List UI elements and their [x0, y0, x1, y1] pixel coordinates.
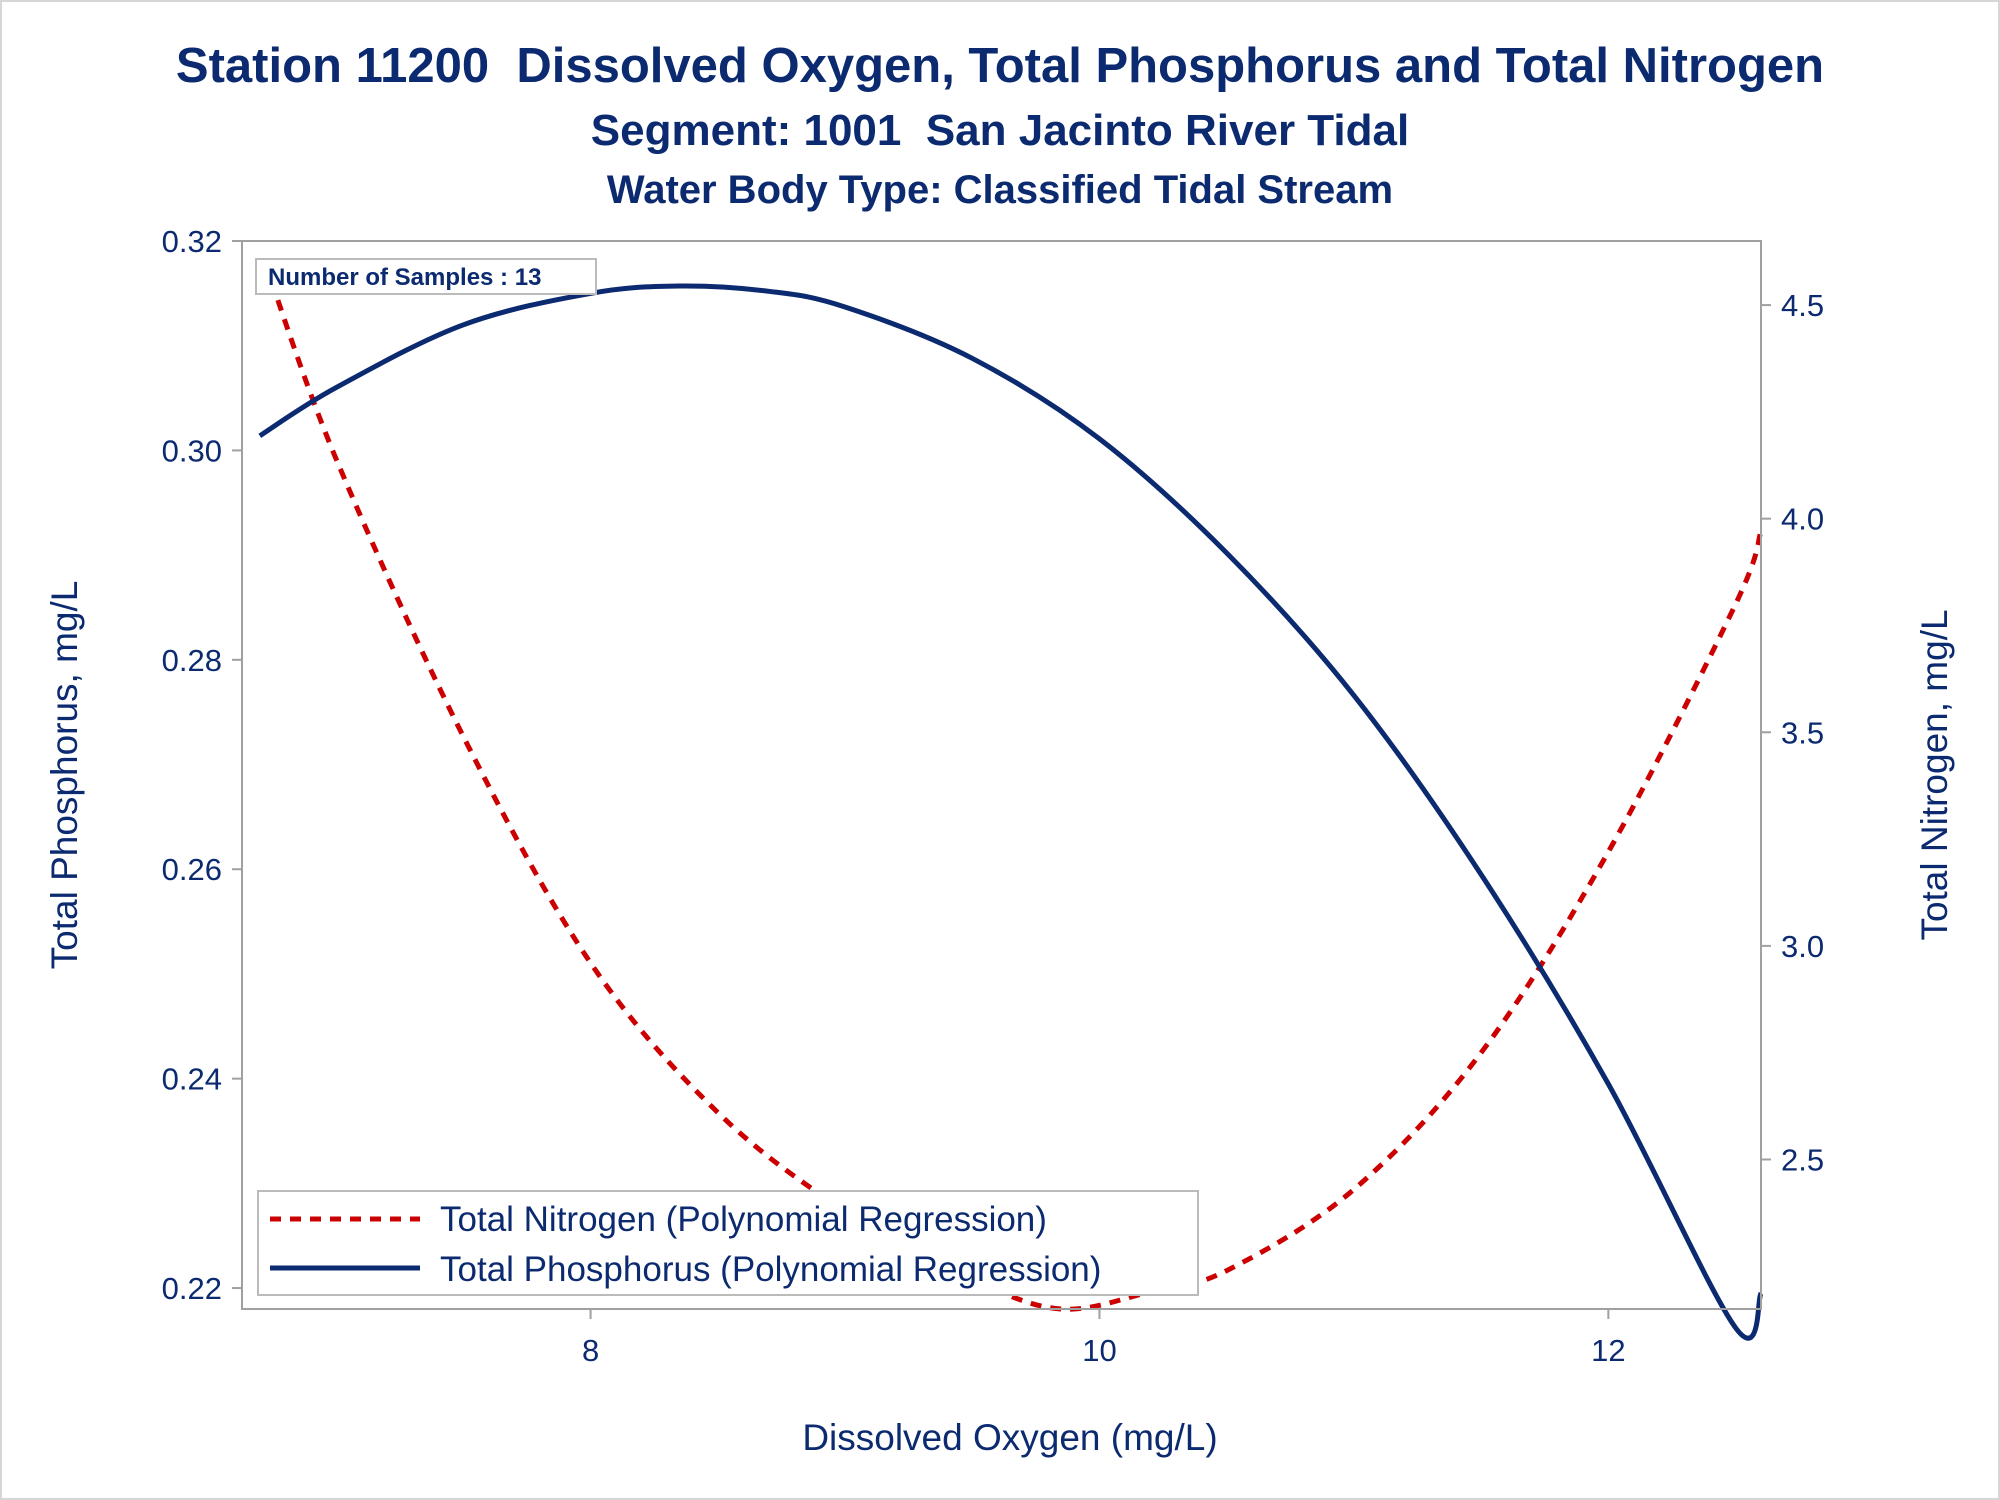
x-tick-label: 8 — [582, 1333, 599, 1368]
legend-label-phosphorus: Total Phosphorus (Polynomial Regression) — [440, 1250, 1101, 1289]
y2-tick-label: 4.0 — [1781, 502, 1824, 537]
legend: Total Nitrogen (Polynomial Regression) T… — [257, 1190, 1199, 1296]
phosphorus-series-line — [258, 283, 1764, 1341]
nitrogen-series-line — [262, 261, 1764, 1312]
y-tick-label: 0.30 — [162, 433, 222, 468]
sample-count-box: Number of Samples : 13 — [255, 258, 597, 295]
y2-tick-label: 2.5 — [1781, 1142, 1824, 1177]
x-tick-label: 12 — [1591, 1333, 1625, 1368]
y-tick-label: 0.22 — [162, 1271, 222, 1306]
y2-tick-label: 3.5 — [1781, 715, 1824, 750]
y2-axis-label: Total Nitrogen, mg/L — [1914, 609, 1955, 940]
y2-tick-label: 3.0 — [1781, 929, 1824, 964]
x-axis-label: Dissolved Oxygen (mg/L) — [802, 1417, 1217, 1458]
y-axis-label: Total Phosphorus, mg/L — [44, 581, 85, 970]
y-tick-label: 0.32 — [162, 224, 222, 259]
chart-subtitle: Segment: 1001 San Jacinto River Tidal — [590, 106, 1410, 155]
y-tick-label: 0.28 — [162, 643, 222, 678]
y-tick-label: 0.24 — [162, 1062, 222, 1097]
y2-tick-label: 4.5 — [1781, 288, 1824, 323]
chart-subtitle-2: Water Body Type: Classified Tidal Stream — [606, 168, 1394, 212]
x-tick-label: 10 — [1082, 1333, 1116, 1368]
plot-area — [241, 240, 1762, 1310]
y-tick-label: 0.26 — [162, 852, 222, 887]
sample-count-label: Number of Samples : 13 — [268, 264, 541, 291]
legend-label-nitrogen: Total Nitrogen (Polynomial Regression) — [440, 1200, 1047, 1239]
chart-title: Station 11200 Dissolved Oxygen, Total Ph… — [175, 39, 1825, 93]
